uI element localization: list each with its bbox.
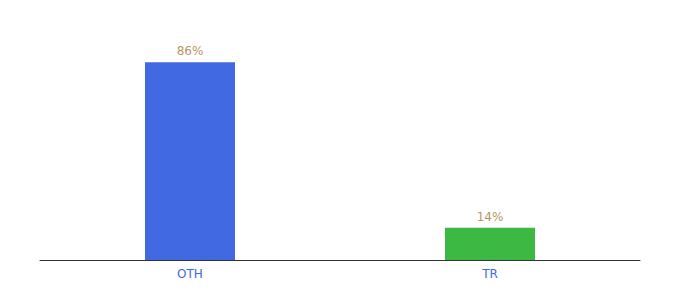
svg-text:OTH: OTH (177, 267, 203, 281)
svg-text:86%: 86% (177, 44, 204, 58)
svg-text:TR: TR (481, 267, 498, 281)
svg-text:14%: 14% (477, 210, 504, 224)
